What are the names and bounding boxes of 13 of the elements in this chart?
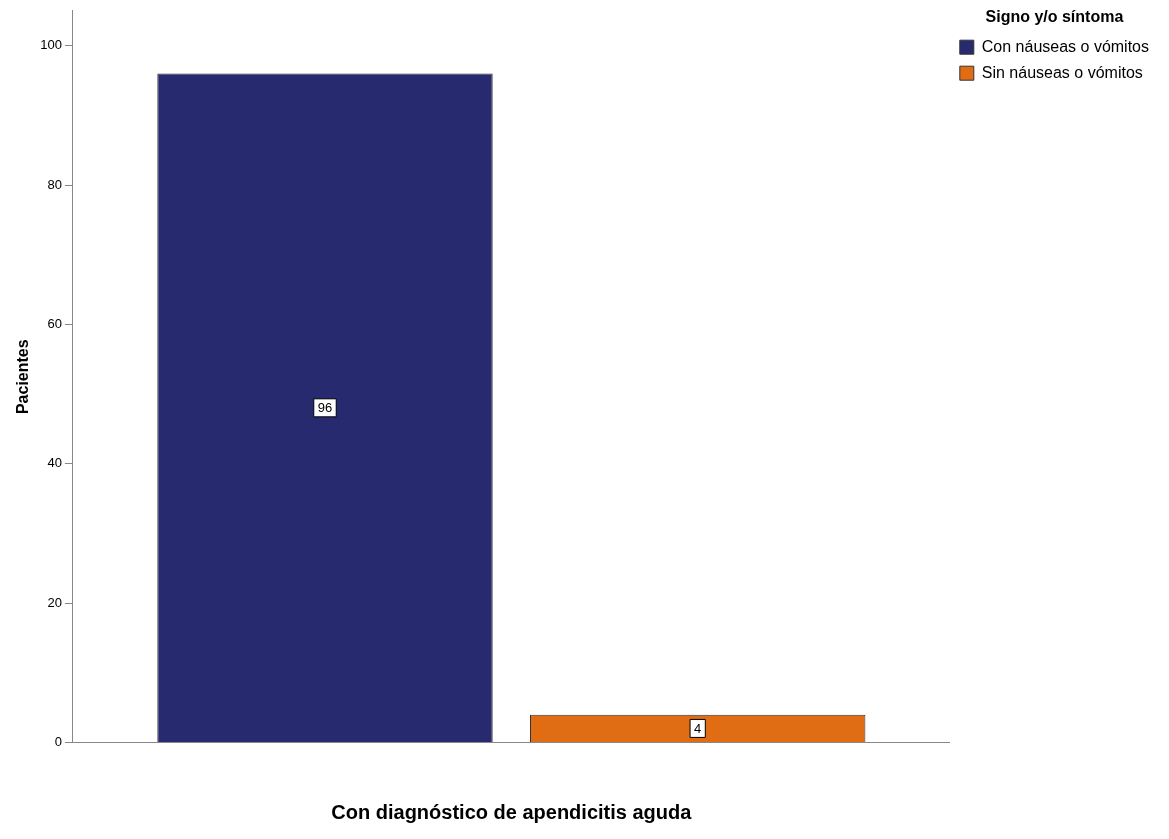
data-label: 4	[694, 720, 702, 736]
y-axis-title: Pacientes	[14, 339, 32, 415]
y-tick-label: 100	[40, 37, 62, 53]
x-axis-title: Con diagnóstico de apendicitis aguda	[331, 800, 693, 823]
y-tick-label: 60	[47, 316, 62, 332]
y-tick-label: 20	[47, 594, 62, 610]
legend-label: Con náuseas o vómitos	[981, 37, 1149, 55]
y-tick-label: 80	[47, 176, 62, 192]
legend-label: Sin náuseas o vómitos	[981, 63, 1143, 81]
y-tick-label: 0	[54, 734, 62, 750]
y-tick-label: 40	[47, 455, 62, 471]
data-label: 96	[317, 400, 333, 416]
legend-title: Signo y/o síntoma	[985, 8, 1124, 26]
